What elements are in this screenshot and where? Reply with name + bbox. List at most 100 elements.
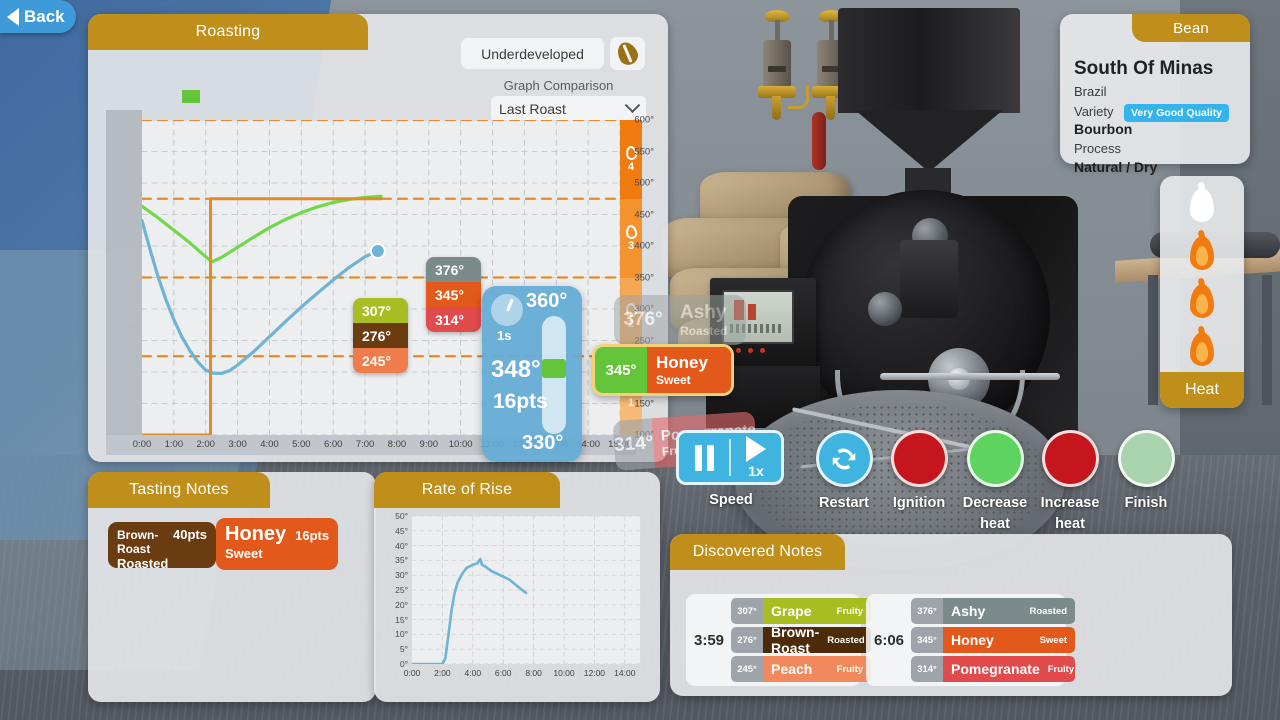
ror-x-tick: 4:00: [464, 668, 482, 678]
discovered-note-name: Honey: [951, 632, 994, 648]
discovered-note-category: Roasted: [827, 634, 865, 646]
decrease-heat-label: Decrease heat: [962, 495, 1028, 533]
temp-chip: 376°: [426, 257, 481, 282]
speed-label: Speed: [709, 492, 753, 508]
ghost-note-category: Roasted: [680, 324, 728, 338]
drum-panel: [900, 240, 958, 318]
restart-label: Restart: [819, 495, 869, 511]
discovered-note-category: Sweet: [1039, 634, 1068, 646]
rate-of-rise-chart: 50° 45° 40° 35° 30° 25° 20° 15° 10° 5° 0° 0:00 2:00…: [386, 511, 648, 692]
x-tick: 9:00: [419, 439, 439, 450]
slider-thumb[interactable]: [542, 359, 566, 378]
drum-rod: [880, 373, 1060, 380]
x-tick: 8:00: [387, 439, 407, 450]
finish-button[interactable]: [1117, 430, 1175, 487]
discovered-note-row[interactable]: 276° Brown-Roast Roasted: [731, 627, 872, 653]
discovered-note-category: Fruity: [836, 605, 864, 617]
ignition-button[interactable]: [890, 430, 948, 487]
x-tick: 5:00: [292, 439, 311, 450]
bean-process-label: Process: [1074, 141, 1121, 156]
ror-y-tick: 15°: [395, 614, 408, 625]
ror-y-tick: 25°: [395, 585, 408, 595]
ghost-note-name: Ashy: [680, 302, 727, 323]
tasting-note-chip[interactable]: Honey 16pts Sweet: [216, 518, 338, 570]
active-note-tooltip[interactable]: 345° Honey Sweet: [592, 344, 734, 396]
graph-comparison-label: Graph Comparison: [503, 78, 614, 93]
restart-icon: [832, 448, 856, 469]
roaster-tool-icon: [758, 10, 809, 120]
ror-x-tick: 12:00: [583, 668, 606, 678]
speed-button[interactable]: 1x: [676, 430, 784, 485]
bean-variety-value: Bourbon: [1074, 121, 1133, 137]
discovered-notes-title: Discovered Notes: [670, 534, 845, 570]
note-tooltip-ghost: 376° Ashy Roasted: [614, 295, 746, 345]
tasting-notes-title: Tasting Notes: [88, 472, 270, 508]
graph-comparison-select[interactable]: Last Roast: [491, 96, 646, 122]
discovered-note-temp: 276°: [731, 627, 764, 653]
slider-current-temp: 348°: [491, 356, 541, 383]
heat-band-label: 3: [627, 239, 635, 252]
increase-heat-button[interactable]: [1041, 430, 1099, 487]
tasting-note-name: Honey: [225, 523, 287, 545]
ror-x-tick: 14:00: [614, 668, 636, 678]
bean-info-button[interactable]: [610, 37, 645, 70]
back-arrow-icon: [7, 7, 19, 26]
speed-multiplier: 1x: [748, 463, 764, 479]
table-leg: [1148, 275, 1158, 405]
status-badge: Underdeveloped: [461, 38, 604, 69]
decrease-heat-button[interactable]: [966, 430, 1024, 487]
back-button-label: Back: [24, 6, 65, 26]
roast-controls: 1x Speed Restart Ignition Decrease heat …: [676, 428, 1176, 532]
ror-y-tick: 35°: [395, 555, 408, 566]
increase-heat-label: Increase heat: [1040, 495, 1100, 533]
discovered-note-row[interactable]: 245° Peach Fruity: [731, 656, 872, 682]
tasting-note-chip[interactable]: Brown-Roast 40pts Roasted: [108, 522, 216, 571]
temp-chip: 276°: [353, 323, 408, 348]
slider-points: 16pts: [493, 390, 548, 413]
y-tick: 400°: [634, 240, 654, 252]
flame-icon-active: [1187, 229, 1217, 272]
slider-tick-label: 1s: [497, 328, 512, 343]
ror-x-tick: 10:00: [553, 668, 575, 678]
y-tick: 150°: [634, 398, 654, 409]
temp-chip: 314°: [426, 307, 481, 332]
pause-button[interactable]: [679, 433, 729, 482]
x-tick: 6:00: [323, 439, 343, 450]
ror-y-tick: 50°: [395, 511, 408, 521]
discovered-note-time: 3:59: [694, 631, 725, 649]
flame-icon-inactive: [1187, 181, 1217, 224]
y-tick: 500°: [634, 177, 654, 189]
temperature-slider[interactable]: 1s 360° 348° 16pts 330°: [482, 286, 582, 462]
discovered-note-category: Roasted: [1029, 605, 1068, 617]
heat-band: 4: [620, 120, 642, 199]
discovered-note-row[interactable]: 376° Ashy Roasted: [911, 598, 1076, 624]
discovered-note-row[interactable]: 345° Honey Sweet: [911, 627, 1076, 653]
discovered-note-row[interactable]: 307° Grape Fruity: [731, 598, 872, 624]
back-button[interactable]: Back: [0, 0, 76, 33]
heat-panel-label: Heat: [1160, 372, 1244, 408]
discovered-notes-panel: Discovered Notes 3:59 307° Grape Fruity 276°…: [670, 534, 1232, 696]
discovered-note-name: Pomegranate: [951, 661, 1040, 677]
timer-dial-icon: [491, 294, 523, 326]
x-tick: 7:00: [355, 439, 375, 450]
play-speed-button[interactable]: 1x: [731, 433, 781, 482]
tasting-note-category: Sweet: [225, 546, 263, 561]
ror-y-tick: 40°: [395, 540, 408, 551]
restart-button[interactable]: [815, 430, 873, 487]
red-pipe: [812, 112, 826, 170]
table-leg: [1262, 275, 1272, 405]
discovered-note-group: 3:59 307° Grape Fruity 276° Brown-Roast Roaste…: [686, 594, 872, 686]
discovered-note-category: Fruity: [1047, 663, 1075, 675]
discovered-note-temp: 307°: [731, 598, 764, 624]
active-note-name: Honey: [656, 353, 708, 372]
x-tick: 10:00: [448, 439, 473, 450]
temp-chip-stack-left: 307° 276° 245°: [353, 298, 408, 373]
x-tick: 1:00: [164, 439, 184, 450]
ror-x-tick: 0:00: [403, 668, 421, 678]
heat-band: 3: [620, 198, 642, 278]
ror-y-tick: 10°: [395, 629, 408, 640]
heat-panel: Heat: [1160, 176, 1244, 408]
roaster-hopper-cone: [855, 110, 1003, 172]
bean-origin: Brazil: [1074, 84, 1107, 99]
discovered-note-row[interactable]: 314° Pomegranate Fruity: [911, 656, 1076, 682]
